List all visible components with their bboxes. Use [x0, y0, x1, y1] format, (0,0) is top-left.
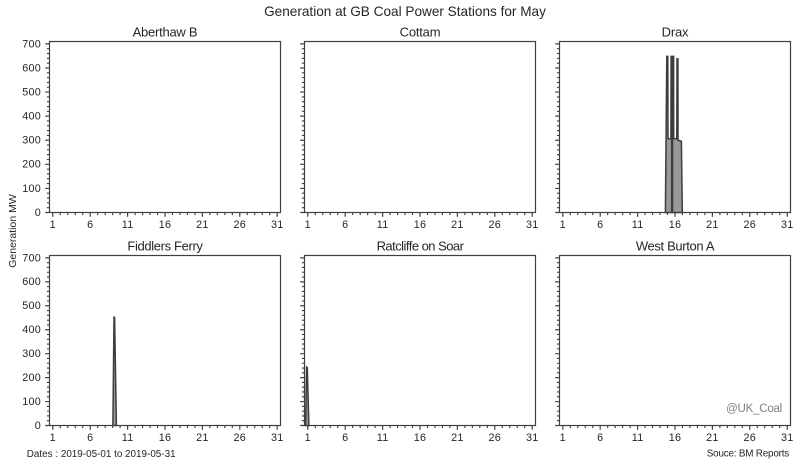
svg-text:6: 6	[87, 432, 93, 444]
svg-text:21: 21	[706, 219, 719, 231]
svg-text:11: 11	[122, 219, 134, 231]
svg-text:0: 0	[35, 420, 41, 432]
svg-text:11: 11	[377, 432, 389, 444]
svg-text:0: 0	[35, 207, 41, 219]
svg-text:16: 16	[159, 219, 172, 231]
svg-text:21: 21	[451, 219, 464, 231]
svg-text:Cottam: Cottam	[400, 25, 441, 40]
svg-text:1: 1	[560, 219, 566, 231]
svg-text:700: 700	[22, 38, 41, 50]
svg-text:500: 500	[22, 86, 41, 98]
svg-text:Souce: BM Reports: Souce: BM Reports	[707, 449, 789, 460]
svg-text:11: 11	[377, 219, 389, 231]
svg-text:11: 11	[632, 219, 644, 231]
svg-text:Ratcliffe on Soar: Ratcliffe on Soar	[377, 239, 465, 254]
svg-text:16: 16	[414, 432, 427, 444]
svg-text:16: 16	[669, 432, 682, 444]
svg-text:600: 600	[22, 62, 41, 74]
svg-text:1: 1	[305, 219, 311, 231]
svg-text:26: 26	[234, 219, 247, 231]
svg-text:31: 31	[271, 219, 284, 231]
svg-text:6: 6	[342, 432, 348, 444]
svg-text:200: 200	[22, 159, 41, 171]
svg-text:16: 16	[414, 219, 427, 231]
svg-text:31: 31	[781, 219, 794, 231]
svg-text:31: 31	[526, 432, 539, 444]
svg-text:Aberthaw B: Aberthaw B	[133, 25, 198, 40]
svg-text:Generation at GB Coal Power St: Generation at GB Coal Power Stations for…	[264, 4, 546, 19]
svg-text:21: 21	[451, 432, 464, 444]
svg-text:1: 1	[305, 432, 311, 444]
svg-text:6: 6	[597, 432, 603, 444]
svg-text:100: 100	[22, 396, 41, 408]
svg-text:Dates : 2019-05-01 to 2019-05-: Dates : 2019-05-01 to 2019-05-31	[27, 449, 176, 460]
svg-text:Generation MW: Generation MW	[7, 194, 19, 268]
svg-text:26: 26	[744, 432, 757, 444]
svg-text:1: 1	[560, 432, 566, 444]
svg-text:Drax: Drax	[662, 25, 689, 40]
svg-text:700: 700	[22, 252, 41, 264]
svg-text:26: 26	[234, 432, 247, 444]
svg-text:31: 31	[271, 432, 284, 444]
svg-text:400: 400	[22, 111, 41, 123]
svg-text:21: 21	[196, 219, 209, 231]
svg-text:300: 300	[22, 135, 41, 147]
svg-text:26: 26	[489, 432, 502, 444]
svg-text:11: 11	[632, 432, 644, 444]
svg-text:500: 500	[22, 300, 41, 312]
svg-text:31: 31	[526, 219, 539, 231]
svg-text:Fiddlers Ferry: Fiddlers Ferry	[127, 239, 203, 254]
svg-text:21: 21	[706, 432, 719, 444]
svg-text:1: 1	[50, 432, 56, 444]
svg-text:600: 600	[22, 276, 41, 288]
svg-text:100: 100	[22, 183, 41, 195]
svg-text:31: 31	[781, 432, 794, 444]
svg-text:26: 26	[489, 219, 502, 231]
svg-text:@UK_Coal: @UK_Coal	[726, 403, 782, 415]
svg-text:1: 1	[50, 219, 56, 231]
svg-text:6: 6	[87, 219, 93, 231]
svg-text:300: 300	[22, 348, 41, 360]
svg-text:400: 400	[22, 324, 41, 336]
svg-text:16: 16	[669, 219, 682, 231]
svg-text:6: 6	[597, 219, 603, 231]
svg-text:200: 200	[22, 372, 41, 384]
svg-text:21: 21	[196, 432, 209, 444]
svg-text:16: 16	[159, 432, 172, 444]
svg-text:26: 26	[744, 219, 757, 231]
svg-text:11: 11	[122, 432, 134, 444]
svg-text:6: 6	[342, 219, 348, 231]
svg-text:West Burton A: West Burton A	[636, 239, 715, 254]
